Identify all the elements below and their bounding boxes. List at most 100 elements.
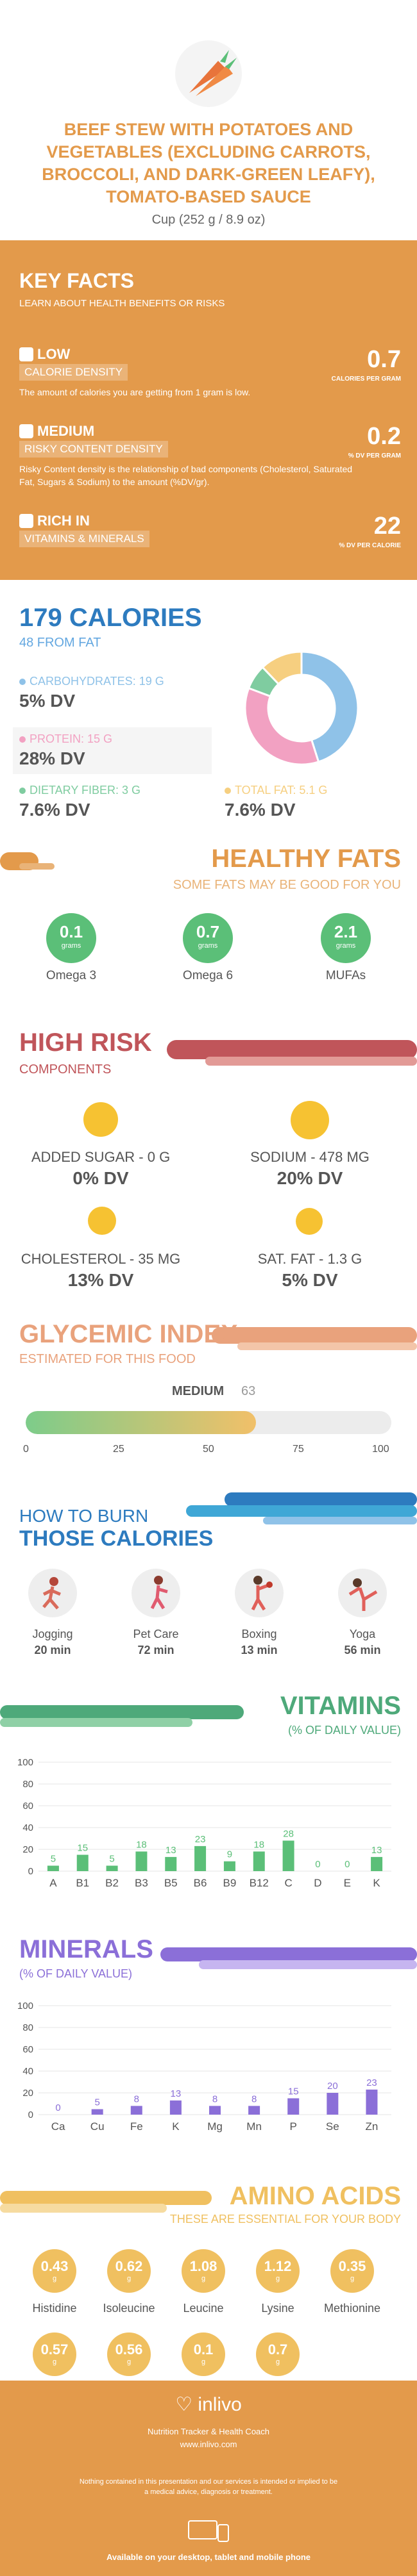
bar-value-label: 18 [136, 1839, 147, 1850]
minerals-bar-chart: 0 20 40 60 80 100 0 Ca 5 Cu 8 Fe 13 K 8 Mg 8 Mn 15 P 20 Se 23 Z… [17, 2001, 391, 2133]
amino-name: Lysine [261, 2302, 294, 2315]
y-tick-label: 100 [17, 1757, 33, 1768]
x-tick-label: P [290, 2120, 297, 2133]
omega3-label: Omega 3 [46, 969, 97, 982]
decor-bar [0, 852, 55, 870]
bar-value-label: 15 [77, 1843, 88, 1854]
amino-item: 0.35 g Methionine [314, 2249, 391, 2315]
minerals-subtitle: (% OF DAILY VALUE) [19, 1967, 133, 1980]
fact-value: 22 [373, 513, 401, 540]
macros-donut-chart [244, 650, 359, 766]
glycemic-value: 63 [241, 1384, 256, 1398]
availability-note: Available on your desktop, tablet and mo… [106, 2552, 311, 2562]
x-tick-label: Ca [51, 2120, 65, 2133]
mufas-badge: 2.1 grams [321, 913, 371, 963]
x-tick-label: A [49, 1877, 57, 1889]
vitamins-title: VITAMINS [280, 1692, 401, 1720]
bar-K [169, 2100, 182, 2115]
macro-fiber: DIETARY FIBER: 3 g 7.6% DV [13, 779, 212, 825]
bar-Mg [209, 2106, 221, 2115]
bar-value-label: 8 [251, 2093, 257, 2104]
calories-title: 179 CALORIES [19, 604, 202, 632]
heart-icon: ♡ [175, 2394, 198, 2415]
bar-B12 [253, 1851, 265, 1871]
calories-subtitle: 48 FROM FAT [19, 636, 101, 650]
flame-icon [19, 347, 33, 361]
burn-title-bold: THOSE CALORIES [19, 1526, 214, 1551]
x-tick-label: Zn [366, 2120, 379, 2133]
fact-value: 0.7 [367, 346, 401, 373]
carrot-icon [175, 40, 242, 107]
high-risk-subtitle: COMPONENTS [19, 1062, 112, 1077]
x-tick-label: B6 [194, 1877, 207, 1889]
smiley-icon [83, 1102, 118, 1137]
decor-bar [212, 1327, 417, 1350]
amino-badge: 0.35 g [330, 2249, 374, 2293]
fact-badge: MEDIUM [37, 423, 95, 439]
bar-value-label: 13 [166, 1845, 176, 1856]
bar-value-label: 13 [371, 1845, 382, 1856]
vitamins-bar-chart: 0 20 40 60 80 100 5 A 15 B1 5 B2 18 B3 13 B5 23 B6 9 B9 18 B1… [17, 1757, 391, 1889]
amino-name: Isoleucine [103, 2302, 155, 2315]
decor-bar [0, 2191, 212, 2213]
portion-size: Cup (252 g / 8.9 oz) [151, 213, 266, 227]
x-tick-label: B2 [105, 1877, 119, 1889]
amino-subtitle: THESE ARE ESSENTIAL FOR YOUR BODY [169, 2213, 401, 2225]
bar-value-label: 15 [288, 2086, 299, 2097]
bar-A [47, 1865, 59, 1871]
warning-icon [19, 424, 33, 438]
macro-dv: 7.6% DV [19, 800, 90, 820]
amino-item: 0.43 g Histidine [16, 2249, 93, 2315]
bar-Cu [91, 2109, 103, 2115]
footer: ♡ inlivo Nutrition Tracker & Health Coac… [0, 2381, 417, 2576]
minerals-title: MINERALS [19, 1935, 153, 1963]
y-tick-label: 20 [22, 2088, 33, 2099]
risk-cholesterol: CHOLESTEROL - 35 mg 13% DV [21, 1251, 181, 1290]
risky-density-fact: MEDIUM RISKY CONTENT DENSITY Risky Conte… [19, 423, 401, 488]
bar-B3 [135, 1851, 148, 1871]
devices-icon [188, 2520, 229, 2542]
bar-Se [327, 2093, 339, 2115]
jogging-icon [28, 1569, 77, 1617]
x-tick-label: D [314, 1877, 321, 1889]
website-link[interactable]: www.inlivo.com [180, 2440, 237, 2449]
amino-title: AMINO ACIDS [229, 2182, 401, 2210]
macro-carbohydrates: CARBOHYDRATES: 19 g 5% DV [13, 670, 212, 716]
smiley-icon [88, 1207, 116, 1235]
smiley-icon [291, 1101, 329, 1139]
decor-bar [0, 1705, 244, 1727]
leaf-icon [19, 514, 33, 528]
bar-P [287, 2098, 300, 2115]
disclaimer: Nothing contained in this presentation a… [79, 2478, 338, 2496]
bar-value-label: 20 [327, 2081, 338, 2092]
fact-band: VITAMINS & MINERALS [19, 531, 149, 547]
macro-protein: PROTEIN: 15 g 28% DV [13, 727, 212, 774]
decor-bar [186, 1492, 417, 1524]
fact-band: RISKY CONTENT DENSITY [19, 441, 168, 458]
bar-value-label: 23 [366, 2077, 377, 2088]
x-tick-label: B1 [76, 1877, 89, 1889]
y-tick-label: 40 [22, 2066, 33, 2077]
glycemic-bar [26, 1411, 391, 1434]
bar-B9 [223, 1861, 235, 1871]
y-tick-label: 80 [22, 1779, 33, 1790]
x-tick-label: Cu [90, 2120, 105, 2133]
y-tick-label: 60 [22, 1801, 33, 1812]
glycemic-bar-fill [26, 1411, 257, 1434]
fact-unit: % DV PER GRAM [348, 452, 401, 459]
x-tick-label: Fe [130, 2120, 143, 2133]
amino-badge: 0.43 g [33, 2249, 76, 2293]
donut-slice-protein [244, 686, 320, 766]
fact-badge: RICH IN [37, 513, 90, 529]
yoga-icon [338, 1569, 387, 1617]
amino-name: Histidine [32, 2302, 77, 2315]
x-tick-label: B3 [135, 1877, 148, 1889]
y-tick-label: 100 [17, 2001, 33, 2011]
omega6-label: Omega 6 [182, 969, 234, 982]
omega6-badge: 0.7 grams [183, 913, 233, 963]
amino-badge: 1.12 g [256, 2249, 300, 2293]
amino-badge: 0.62 g [107, 2249, 151, 2293]
bar-Zn [366, 2089, 378, 2115]
bar-value-label: 5 [51, 1854, 56, 1865]
activity-boxing: Boxing 13 min [214, 1569, 304, 1657]
